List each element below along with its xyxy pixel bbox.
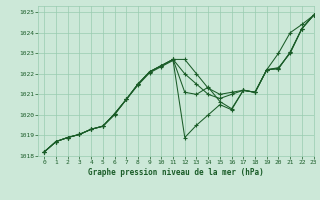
X-axis label: Graphe pression niveau de la mer (hPa): Graphe pression niveau de la mer (hPa) — [88, 168, 264, 177]
